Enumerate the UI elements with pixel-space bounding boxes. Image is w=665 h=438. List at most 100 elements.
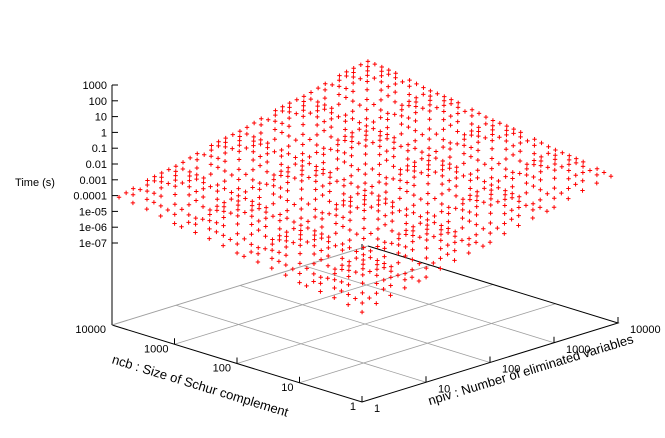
data-point xyxy=(382,222,388,227)
data-point xyxy=(159,175,164,180)
data-point xyxy=(368,231,374,236)
data-point xyxy=(446,219,451,224)
data-point xyxy=(320,192,325,198)
data-point xyxy=(319,248,324,253)
data-point xyxy=(538,158,544,164)
data-point xyxy=(145,178,150,183)
data-point xyxy=(336,84,342,89)
data-point xyxy=(333,231,339,236)
data-point xyxy=(123,190,129,196)
data-point xyxy=(297,261,303,266)
data-point xyxy=(187,184,192,189)
data-point xyxy=(285,180,290,185)
data-point xyxy=(357,127,362,132)
data-point xyxy=(249,232,254,237)
data-point xyxy=(277,233,282,238)
data-point xyxy=(259,116,264,121)
data-point xyxy=(454,141,460,147)
data-point xyxy=(159,170,164,176)
data-point xyxy=(291,240,296,245)
data-point xyxy=(272,137,278,142)
data-point xyxy=(318,257,324,262)
data-point xyxy=(144,197,150,202)
data-point xyxy=(209,143,214,148)
data-point xyxy=(574,156,579,161)
data-point xyxy=(466,250,471,256)
data-point xyxy=(377,138,383,143)
data-point xyxy=(532,137,537,142)
data-point xyxy=(347,245,352,250)
data-point xyxy=(488,202,493,208)
data-point xyxy=(460,196,466,202)
data-point xyxy=(384,175,389,180)
data-point xyxy=(343,127,348,132)
data-point xyxy=(346,259,352,264)
data-point xyxy=(230,146,235,151)
y-tick-label: 100 xyxy=(213,363,231,375)
data-point xyxy=(524,180,529,186)
data-point xyxy=(293,161,298,167)
data-point xyxy=(340,247,345,253)
data-point xyxy=(460,201,466,206)
base-back-edge xyxy=(111,245,369,326)
data-point xyxy=(510,152,516,158)
data-point xyxy=(256,227,261,233)
data-point xyxy=(405,156,410,162)
data-point xyxy=(221,223,226,228)
data-point xyxy=(285,188,290,193)
data-point xyxy=(221,200,227,205)
data-point xyxy=(342,138,348,143)
data-point xyxy=(404,206,409,212)
data-point xyxy=(313,187,318,192)
data-point xyxy=(490,118,496,123)
data-point xyxy=(375,216,381,222)
data-point xyxy=(365,68,370,74)
data-point xyxy=(488,230,493,236)
data-point xyxy=(235,202,241,208)
data-point xyxy=(516,199,522,204)
data-point xyxy=(263,205,269,210)
data-point xyxy=(262,246,268,251)
data-point xyxy=(560,150,565,155)
data-point xyxy=(305,219,311,224)
data-point xyxy=(315,108,320,113)
data-point xyxy=(353,269,359,275)
data-point xyxy=(406,115,411,121)
data-point xyxy=(187,173,192,179)
data-point xyxy=(404,180,410,185)
data-point xyxy=(421,85,426,90)
data-point xyxy=(271,172,277,178)
data-point xyxy=(524,162,530,167)
data-point xyxy=(159,179,164,184)
data-point xyxy=(405,142,411,147)
data-point xyxy=(552,167,557,173)
data-point xyxy=(489,166,494,171)
data-point xyxy=(336,114,341,119)
data-point xyxy=(336,92,342,97)
data-point xyxy=(300,151,305,156)
data-point xyxy=(235,231,240,237)
data-point xyxy=(467,193,473,198)
data-point xyxy=(573,182,578,187)
data-point xyxy=(552,157,558,162)
data-point xyxy=(461,143,467,148)
data-point xyxy=(325,263,331,268)
data-point xyxy=(297,280,302,285)
data-point xyxy=(502,221,507,226)
data-point xyxy=(258,141,263,147)
x-axis-label: npiv : Number of eliminated variables xyxy=(426,331,635,408)
data-point xyxy=(271,191,276,197)
data-point xyxy=(298,223,304,228)
data-point xyxy=(551,205,557,210)
data-point xyxy=(332,271,338,276)
data-point xyxy=(257,195,262,200)
data-point xyxy=(404,221,409,226)
data-point xyxy=(518,130,523,135)
data-point xyxy=(378,129,383,134)
data-point xyxy=(250,177,256,183)
data-point xyxy=(344,73,349,79)
data-point xyxy=(340,241,345,247)
data-point xyxy=(532,143,537,148)
data-point xyxy=(397,196,403,201)
data-point xyxy=(349,134,355,140)
